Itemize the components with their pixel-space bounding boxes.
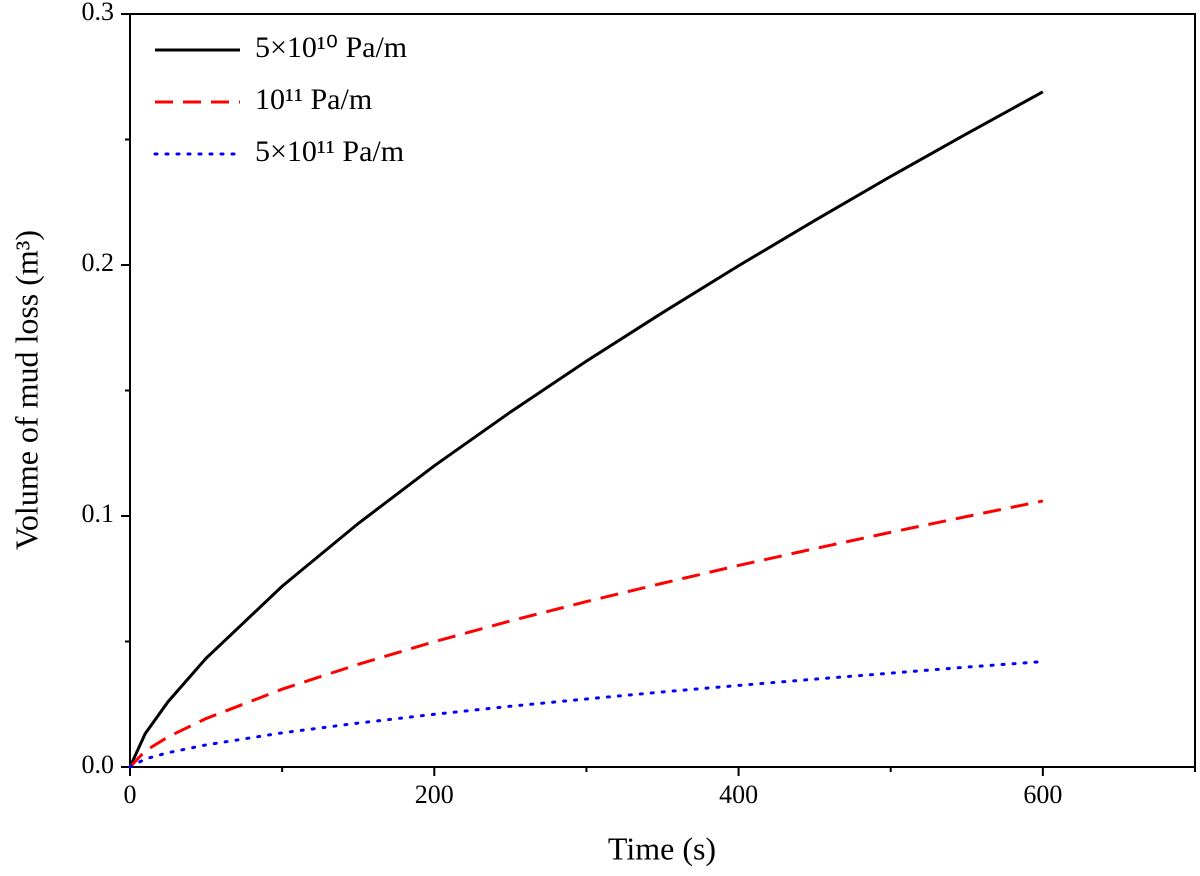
legend-label: 10¹¹ Pa/m: [255, 83, 372, 116]
series-line: [128, 660, 1045, 769]
x-tick-label: 600: [1023, 780, 1062, 809]
plot-frame: [129, 13, 1196, 768]
y-tick-label: 0.2: [82, 248, 115, 277]
x-tick-label: 0: [124, 780, 137, 809]
y-tick-label: 0.3: [82, 0, 115, 26]
x-tick-label: 200: [415, 780, 454, 809]
legend-label: 5×10¹⁰ Pa/m: [255, 31, 407, 64]
y-tick-label: 0.1: [82, 499, 115, 528]
x-axis-title: Time (s): [608, 830, 716, 866]
y-tick-label: 0.0: [82, 750, 115, 779]
legend-label: 5×10¹¹ Pa/m: [255, 135, 404, 168]
y-axis-title: Volume of mud loss (m³): [8, 230, 44, 550]
series-line: [128, 90, 1044, 768]
series-line: [128, 499, 1044, 769]
x-tick-label: 400: [719, 780, 758, 809]
